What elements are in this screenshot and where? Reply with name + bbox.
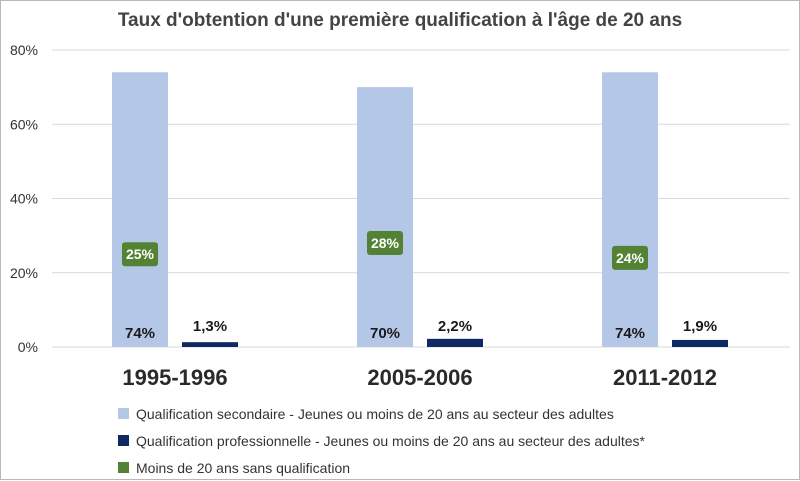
marker-sans-qualification bbox=[612, 245, 648, 270]
legend-label-secondaire: Qualification secondaire - Jeunes ou moi… bbox=[136, 405, 614, 422]
legend-swatch-sans-qualification bbox=[118, 462, 129, 473]
legend-item-professionnelle: Qualification professionnelle - Jeunes o… bbox=[118, 427, 645, 454]
legend-swatch-secondaire bbox=[118, 408, 129, 419]
chart-svg: 0% 20% 40% 60% 80% 74% 1,3% 25% 1995-1996 70% 2,2%… bbox=[10, 42, 790, 390]
data-label-sans-qualification: 28% bbox=[371, 235, 400, 251]
bar-secondaire bbox=[112, 72, 168, 348]
y-tick-label: 60% bbox=[10, 116, 38, 132]
legend-label-professionnelle: Qualification professionnelle - Jeunes o… bbox=[136, 432, 645, 449]
y-tick-label: 40% bbox=[10, 191, 38, 207]
legend-label-sans-qualification: Moins de 20 ans sans qualification bbox=[136, 459, 351, 476]
y-tick-label: 0% bbox=[18, 339, 38, 355]
legend: Qualification secondaire - Jeunes ou moi… bbox=[118, 400, 645, 481]
data-label-secondaire: 70% bbox=[370, 325, 400, 342]
legend-item-secondaire: Qualification secondaire - Jeunes ou moi… bbox=[118, 400, 645, 427]
y-tick-label: 20% bbox=[10, 265, 38, 281]
x-category-label: 1995-1996 bbox=[122, 365, 227, 390]
data-label-secondaire: 74% bbox=[615, 325, 645, 342]
marker-sans-qualification bbox=[367, 231, 403, 256]
data-label-professionnelle: 1,9% bbox=[683, 318, 717, 335]
bar-secondaire bbox=[357, 87, 413, 347]
data-label-sans-qualification: 24% bbox=[616, 250, 645, 266]
marker-sans-qualification bbox=[122, 242, 158, 267]
bar-professionnelle bbox=[182, 342, 238, 347]
x-category-label: 2005-2006 bbox=[367, 365, 472, 390]
data-label-professionnelle: 2,2% bbox=[438, 318, 472, 335]
legend-swatch-professionnelle bbox=[118, 435, 129, 446]
data-label-secondaire: 74% bbox=[125, 325, 155, 342]
data-label-sans-qualification: 25% bbox=[126, 246, 155, 262]
data-label-professionnelle: 1,3% bbox=[193, 318, 227, 335]
bar-secondaire bbox=[602, 72, 658, 348]
chart-title: Taux d'obtention d'une première qualific… bbox=[117, 10, 683, 31]
x-category-label: 2011-2012 bbox=[613, 365, 717, 390]
y-tick-label: 80% bbox=[10, 42, 38, 58]
bar-professionnelle bbox=[427, 338, 483, 347]
bar-professionnelle bbox=[672, 339, 728, 347]
legend-item-sans-qualification: Moins de 20 ans sans qualification bbox=[118, 454, 645, 481]
